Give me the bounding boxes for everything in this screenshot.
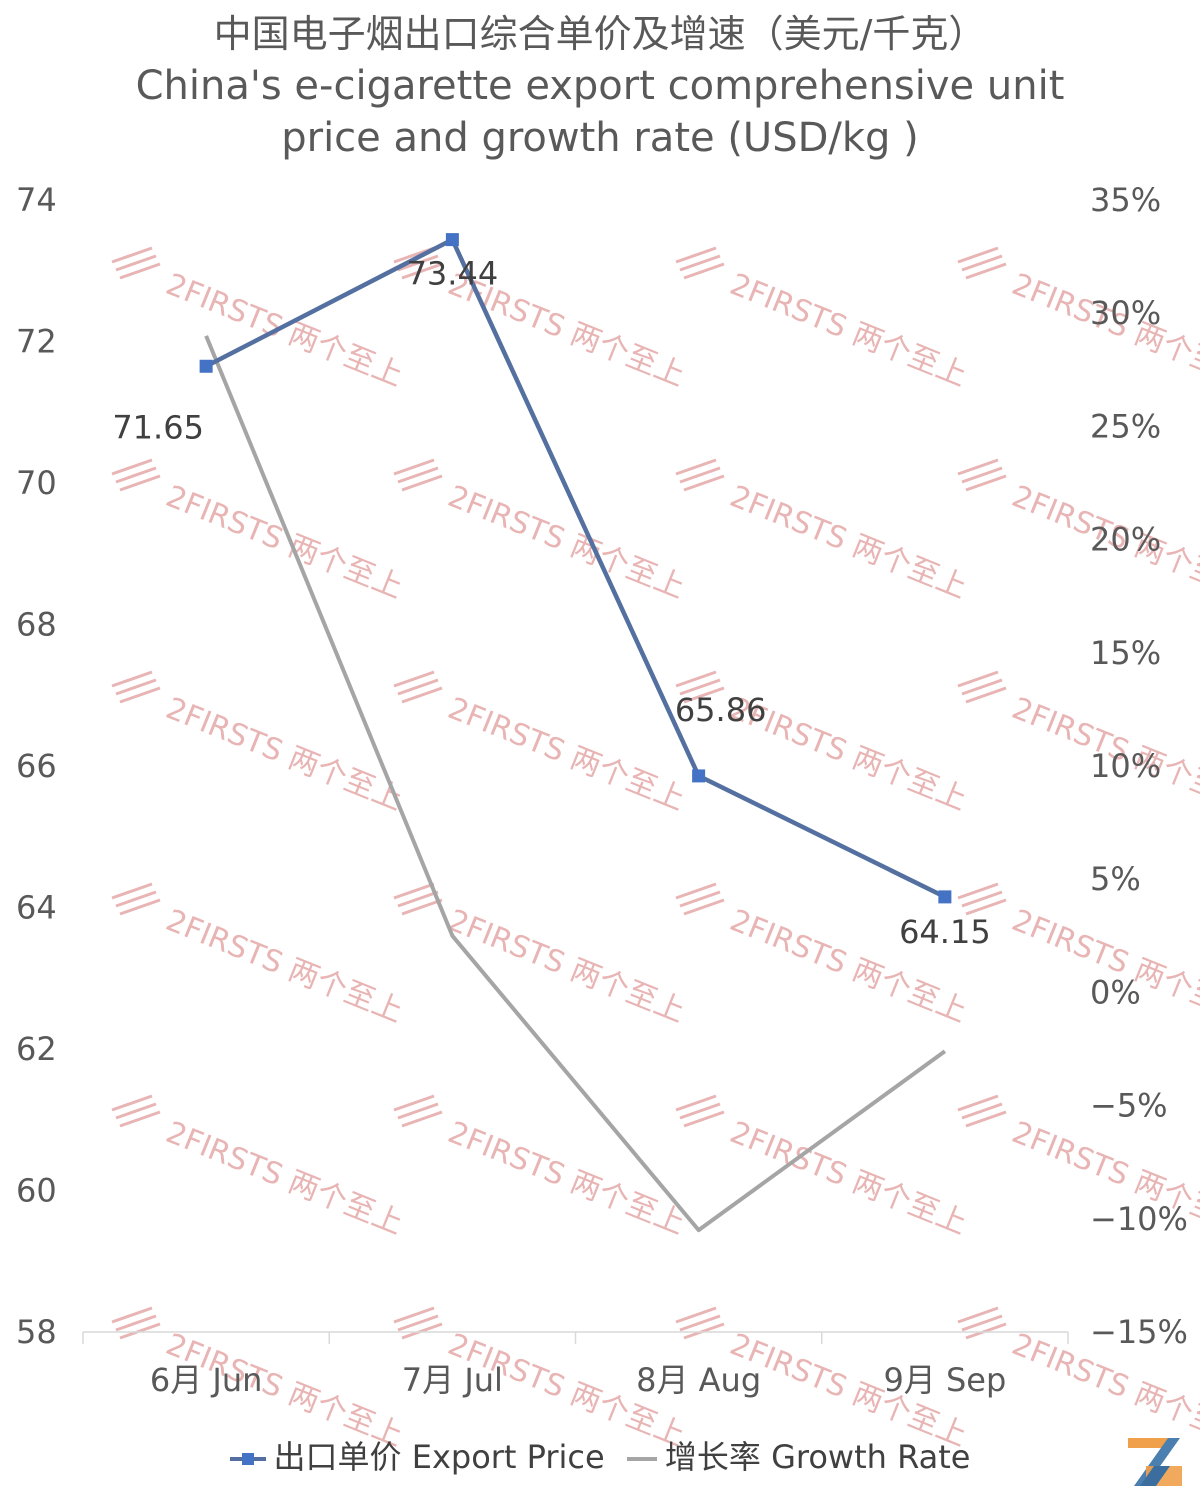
y-left-tick-label: 64	[16, 889, 57, 927]
y-left-tick-label: 70	[16, 464, 57, 502]
legend-swatch-growth-rate	[626, 1457, 657, 1461]
y-right-tick-label: −15%	[1090, 1313, 1188, 1351]
legend-label-export-price: 出口单价 Export Price	[273, 1438, 605, 1476]
y-left-tick-label: 58	[16, 1313, 57, 1351]
watermark-icon	[111, 246, 161, 280]
y-right-tick-label: −10%	[1090, 1200, 1188, 1238]
watermark-icon	[957, 458, 1007, 492]
y-right-tick-label: 25%	[1090, 407, 1161, 445]
legend-item-export-price: 出口单价 Export Price	[229, 1432, 605, 1478]
legend-label-growth-rate: 增长率 Growth Rate	[664, 1438, 971, 1476]
series-line-growth-rate	[204, 335, 947, 1233]
watermark-icon	[111, 458, 161, 492]
y-right-tick-label: 30%	[1090, 294, 1161, 332]
watermark-text: 2FIRSTS 两个至上	[725, 1115, 972, 1242]
watermark-text: 2FIRSTS 两个至上	[725, 479, 972, 606]
data-label-export-price: 65.86	[675, 691, 767, 729]
data-point-export-price	[938, 890, 952, 904]
chart-title: 中国电子烟出口综合单价及增速（美元/千克） China's e-cigarett…	[0, 8, 1200, 164]
y-right-tick-label: 10%	[1090, 747, 1161, 785]
data-point-export-price	[692, 769, 706, 783]
watermark-icon	[393, 1094, 443, 1128]
y-right-tick-label: 20%	[1090, 521, 1161, 559]
watermark-icon	[957, 882, 1007, 916]
watermark-text: 2FIRSTS 两个至上	[161, 903, 408, 1030]
y-left-tick-label: 60	[16, 1172, 57, 1210]
watermark-icon	[675, 246, 725, 280]
y-right-tick-label: 0%	[1090, 973, 1141, 1011]
watermark-icon	[957, 1094, 1007, 1128]
watermark-icon	[957, 246, 1007, 280]
y-left-tick-label: 68	[16, 606, 57, 644]
watermark-icon	[675, 458, 725, 492]
data-label-export-price: 71.65	[112, 408, 204, 446]
x-tick-label: 8月 Aug	[636, 1361, 761, 1399]
watermark-icon	[957, 1306, 1007, 1340]
watermark-icon	[675, 670, 725, 704]
watermark-icon	[111, 1306, 161, 1340]
data-point-export-price	[199, 359, 213, 373]
watermark-icon	[111, 670, 161, 704]
y-left-tick-label: 66	[16, 747, 57, 785]
watermark-text: 2FIRSTS 两个至上	[725, 267, 972, 394]
watermark-icon	[393, 1306, 443, 1340]
x-tick-label: 6月 Jun	[150, 1361, 263, 1399]
watermark-icon	[393, 882, 443, 916]
x-tick-label: 9月 Sep	[883, 1361, 1006, 1399]
y-left-tick-label: 74	[16, 181, 57, 219]
legend-item-growth-rate: 增长率 Growth Rate	[626, 1432, 971, 1478]
brand-logo-icon	[1128, 1438, 1182, 1486]
y-right-tick-label: 35%	[1090, 181, 1161, 219]
watermark-icon	[393, 670, 443, 704]
x-tick-label: 7月 Jul	[402, 1361, 503, 1399]
y-left-tick-label: 72	[16, 323, 57, 361]
y-left-tick-label: 62	[16, 1030, 57, 1068]
watermark-text: 2FIRSTS 两个至上	[443, 691, 690, 818]
watermark-text: 2FIRSTS 两个至上	[443, 479, 690, 606]
watermark-icon	[111, 1094, 161, 1128]
y-right-tick-label: 15%	[1090, 634, 1161, 672]
series-line-export-price	[205, 237, 946, 899]
watermark-icon	[675, 882, 725, 916]
watermark-icon	[393, 458, 443, 492]
watermark-icon	[675, 1306, 725, 1340]
watermark-icon	[111, 882, 161, 916]
data-label-export-price: 64.15	[899, 913, 991, 951]
watermark-text: 2FIRSTS 两个至上	[161, 1115, 408, 1242]
watermark-text: 2FIRSTS 两个至上	[161, 691, 408, 818]
watermark-text: 2FIRSTS 两个至上	[161, 267, 408, 394]
chart-title-cn: 中国电子烟出口综合单价及增速（美元/千克）	[213, 12, 987, 56]
watermark-text: 2FIRSTS 两个至上	[161, 479, 408, 606]
y-right-tick-label: 5%	[1090, 860, 1141, 898]
legend-swatch-export-price	[229, 1453, 266, 1465]
data-point-export-price	[445, 233, 459, 247]
y-right-tick-label: −5%	[1090, 1087, 1168, 1125]
data-label-export-price: 73.44	[407, 255, 499, 293]
watermark-icon	[957, 670, 1007, 704]
watermark-icon	[675, 1094, 725, 1128]
legend: 出口单价 Export Price 增长率 Growth Rate	[0, 1432, 1200, 1478]
chart-title-en: China's e-cigarette export comprehensive…	[135, 63, 1065, 161]
